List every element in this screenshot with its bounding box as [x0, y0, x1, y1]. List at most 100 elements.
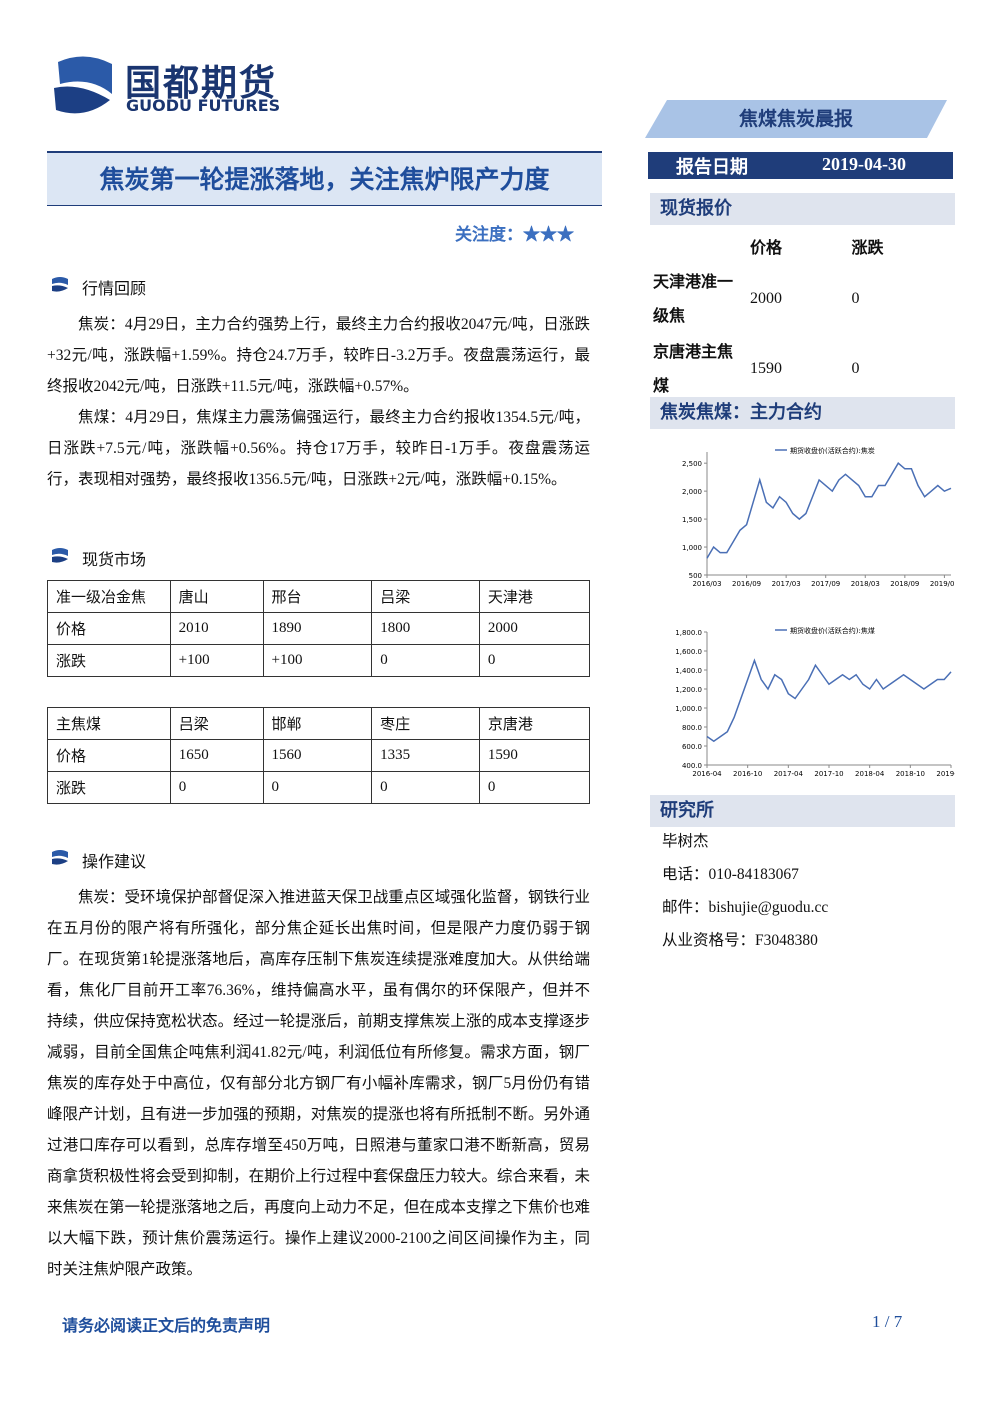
paragraph: 焦炭：4月29日，主力合约强势上行，最终主力合约报收2047元/吨，日涨跌+32…	[47, 316, 590, 395]
report-type: 焦煤焦炭晨报	[738, 108, 853, 130]
paragraph: 焦炭：受环境保护部督促深入推进蓝天保卫战重点区域强化监督，钢铁行业在五月份的限产…	[47, 889, 590, 1278]
icon-shape	[52, 556, 68, 563]
table-row: 涨跌 +100 +100 0 0	[47, 644, 591, 677]
spot-market-table: 主焦煤 吕梁 邯郸 枣庄 京唐港 价格 1650 1560 1335 1590 涨跌 0 0 0 0	[47, 707, 591, 804]
table-cell: 0	[371, 771, 480, 804]
table-header-cell: 涨跌	[851, 238, 884, 257]
table-row: 准一级冶金焦 唐山 邢台 吕梁 天津港	[47, 580, 591, 613]
logo-cn: 国都期货	[125, 63, 278, 104]
table-row: 主焦煤 吕梁 邯郸 枣庄 京唐港	[47, 707, 591, 740]
contact-line: 从业资格号：F3048380	[662, 932, 818, 949]
y-tick-label: 1,600.0	[675, 648, 702, 656]
paragraph: 焦煤：4月29日，焦煤主力震荡偏强运行，最终主力合约报收1354.5元/吨，日涨…	[47, 409, 590, 488]
disclaimer: 请务必阅读正文后的免责声明	[62, 1316, 271, 1335]
icon-shape	[52, 285, 68, 292]
section-heading: 操作建议	[82, 852, 147, 871]
table-cell: 涨跌	[47, 644, 171, 677]
table-cell: 0	[478, 644, 591, 677]
table-cell: +100	[262, 644, 373, 677]
table-cell: 涨跌	[47, 771, 171, 804]
y-tick-label: 1,200.0	[675, 686, 702, 694]
table-cell: 邯郸	[262, 707, 373, 740]
y-tick-label: 1,800.0	[675, 629, 702, 637]
x-tick-label: 2017-04	[774, 770, 804, 778]
date-label: 报告日期	[676, 157, 748, 178]
table-row: 天津港准一级焦 2000 0	[652, 264, 952, 334]
table-cell: 1650	[169, 739, 264, 772]
x-tick-label: 2018/09	[890, 580, 919, 588]
section-icon	[52, 277, 68, 292]
table-row: 价格 涨跌	[652, 228, 952, 264]
x-tick-label: 2018-10	[896, 770, 925, 778]
y-tick-label: 2,500	[682, 460, 702, 468]
table-cell: 1890	[262, 612, 373, 645]
table-cell: +100	[169, 644, 264, 677]
table-cell: 1590	[750, 360, 782, 377]
table-cell: 1335	[371, 739, 480, 772]
date: 2019-04-30	[822, 154, 906, 174]
contact-line: 毕树杰	[662, 833, 709, 850]
text-block: 焦炭：4月29日，主力合约强势上行，最终主力合约报收2047元/吨，日涨跌+32…	[47, 309, 590, 495]
x-tick-label: 2017/09	[811, 580, 840, 588]
logo-mark	[54, 56, 112, 114]
y-tick-label: 600.0	[682, 743, 702, 751]
y-tick-label: 800.0	[682, 724, 702, 732]
chart: 400.0 600.0 800.0 1,000.0 1,200.0 1,400.0 1,60…	[675, 626, 955, 778]
table-cell: 2010	[169, 612, 264, 645]
attention: 关注度：★★★	[455, 225, 574, 244]
table-cell: 枣庄	[371, 707, 480, 740]
title: 焦炭第一轮提涨落地，关注焦炉限产力度	[99, 165, 550, 194]
table-cell	[652, 228, 749, 264]
x-tick-label: 2018/03	[851, 580, 880, 588]
section-icon	[52, 850, 68, 865]
table-cell: 0	[851, 290, 860, 307]
section-heading: 行情回顾	[82, 279, 147, 298]
y-tick-label: 1,000.0	[675, 705, 702, 713]
x-tick-label: 2019/03	[930, 580, 955, 588]
y-tick-label: 2,000	[682, 488, 702, 496]
data-line	[706, 658, 952, 743]
table-cell: 主焦煤	[47, 707, 171, 740]
text-block: 焦炭：受环境保护部督促深入推进蓝天保卫战重点区域强化监督，钢铁行业在五月份的限产…	[47, 882, 590, 1285]
table-cell: 0	[478, 771, 591, 804]
table-cell: 0	[371, 644, 480, 677]
table-cell: 1590	[478, 739, 591, 772]
table-cell: 天津港准一级焦	[653, 272, 734, 325]
x-tick-label: 2017-10	[814, 770, 843, 778]
x-tick-label: 2016/03	[692, 580, 721, 588]
table-cell: 2000	[750, 290, 782, 307]
data-line	[706, 462, 952, 559]
chart: 500 1,000 1,500 2,000 2,500 2016/03 2016/09 201…	[682, 446, 955, 588]
table-cell: 邢台	[262, 580, 373, 613]
x-tick-label: 2016-04	[692, 770, 722, 778]
sidebar-heading: 研究所	[650, 795, 955, 827]
table-cell: 价格	[47, 739, 171, 772]
spot-market-table: 准一级冶金焦 唐山 邢台 吕梁 天津港 价格 2010 1890 1800 2000 涨跌 +100 +…	[47, 580, 591, 677]
table-cell: 1560	[262, 739, 373, 772]
table-row: 京唐港主焦煤 1590 0	[652, 334, 952, 404]
table-cell: 2000	[478, 612, 591, 645]
table-row: 涨跌 0 0 0 0	[47, 771, 591, 804]
legend-label: 期货收盘价(活跃合约):焦炭	[790, 446, 875, 455]
contact-line: 邮件：bishujie@guodu.cc	[662, 899, 829, 916]
table-cell: 价格	[47, 612, 171, 645]
y-tick-label: 1,000	[682, 544, 702, 552]
spot-table: 价格 涨跌天津港准一级焦 2000 0 京唐港主焦煤 1590 0	[652, 228, 952, 404]
table-cell: 京唐港主焦煤	[653, 342, 734, 395]
table-cell: 0	[262, 771, 373, 804]
table-cell: 京唐港	[478, 707, 591, 740]
table-cell: 准一级冶金焦	[47, 580, 171, 613]
x-tick-label: 2016-10	[733, 770, 762, 778]
table-row: 价格 1650 1560 1335 1590	[47, 739, 591, 772]
table-cell: 吕梁	[371, 580, 480, 613]
icon-shape	[52, 850, 68, 858]
icon-shape	[52, 277, 68, 285]
x-tick-label: 2018-04	[855, 770, 885, 778]
y-tick-label: 1,500	[682, 516, 702, 524]
table-cell: 0	[169, 771, 264, 804]
table-cell: 0	[851, 360, 860, 377]
x-tick-label: 2017/03	[772, 580, 801, 588]
legend-label: 期货收盘价(活跃合约):焦煤	[790, 626, 875, 635]
title-bar	[47, 151, 602, 206]
